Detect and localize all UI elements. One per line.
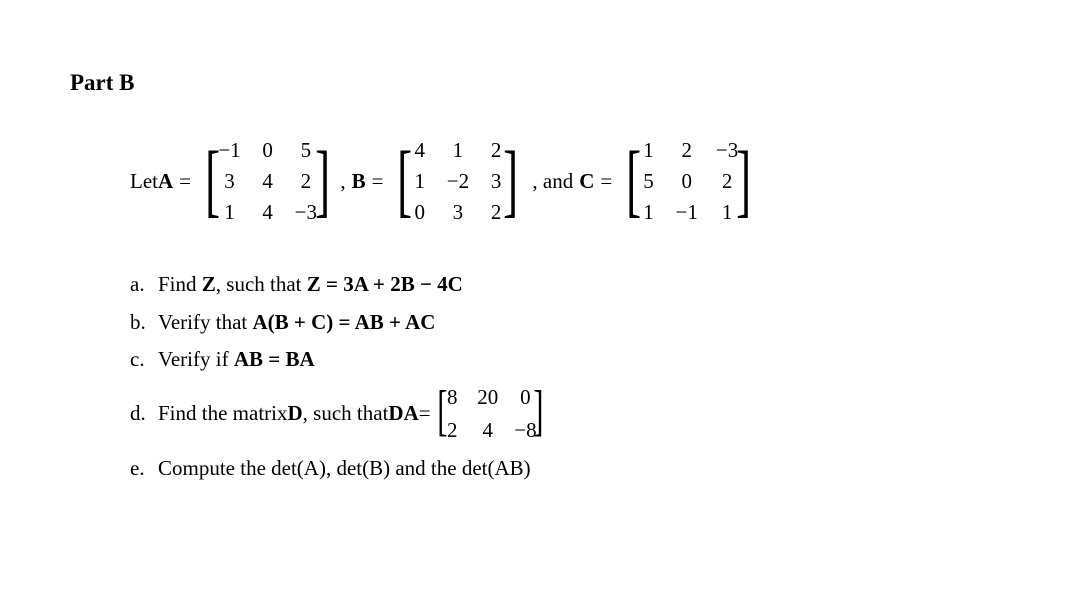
var-A: A xyxy=(158,169,173,194)
cell: 4 xyxy=(259,169,277,194)
cell: 4 xyxy=(259,200,277,225)
bracket-right-icon: ] xyxy=(315,148,330,212)
bracket-left-icon: [ xyxy=(398,148,413,212)
eq-sign: = xyxy=(419,398,431,430)
bracket-left-icon: [ xyxy=(205,148,220,212)
page: Part B Let A = [ −1 0 5 3 4 2 1 4 −3 ] ,… xyxy=(0,0,1080,484)
and-text: , and xyxy=(532,169,573,194)
cell: 5 xyxy=(295,138,317,163)
var-C: C xyxy=(579,169,594,194)
bracket-right-icon: ] xyxy=(533,390,543,434)
q-text: Compute the det(A), det(B) and the det(A… xyxy=(158,453,531,485)
var-DA: DA xyxy=(388,398,418,430)
q-label: c. xyxy=(130,344,158,376)
let-line: Let A = [ −1 0 5 3 4 2 1 4 −3 ] , B = [ … xyxy=(130,138,1020,225)
cell: −3 xyxy=(295,200,317,225)
q-label: e. xyxy=(130,453,158,485)
cell: −3 xyxy=(716,138,738,163)
cell: −1 xyxy=(676,200,698,225)
cell: 2 xyxy=(716,169,738,194)
q-text: Find xyxy=(158,272,202,296)
matrix-A: [ −1 0 5 3 4 2 1 4 −3 ] xyxy=(199,138,336,225)
let-text: Let xyxy=(130,169,158,194)
matrix-C-grid: 1 2 −3 5 0 2 1 −1 1 xyxy=(640,138,739,225)
matrix-A-grid: −1 0 5 3 4 2 1 4 −3 xyxy=(218,138,317,225)
cell: 1 xyxy=(640,138,658,163)
cell: 20 xyxy=(477,382,498,414)
cell: 1 xyxy=(447,138,469,163)
matrix-B: [ 4 1 2 1 −2 3 0 3 2 ] xyxy=(391,138,524,225)
q-eq: AB = BA xyxy=(234,347,315,371)
bracket-right-icon: ] xyxy=(503,148,518,212)
cell: 3 xyxy=(218,169,240,194)
matrix-B-grid: 4 1 2 1 −2 3 0 3 2 xyxy=(411,138,505,225)
part-title: Part B xyxy=(70,70,1020,96)
cell: 0 xyxy=(259,138,277,163)
q-label: b. xyxy=(130,307,158,339)
cell: 3 xyxy=(447,200,469,225)
cell: −1 xyxy=(218,138,240,163)
bracket-right-icon: ] xyxy=(736,148,751,212)
var-B: B xyxy=(352,169,366,194)
q-text: Find the matrix xyxy=(158,398,288,430)
question-c: c. Verify if AB = BA xyxy=(130,344,1020,376)
question-b: b. Verify that A(B + C) = AB + AC xyxy=(130,307,1020,339)
q-text: , such that xyxy=(216,272,307,296)
q-eq: A(B + C) = AB + AC xyxy=(252,310,435,334)
comma: , xyxy=(340,169,345,194)
cell: −2 xyxy=(447,169,469,194)
q-text: Verify that xyxy=(158,310,252,334)
q-label: a. xyxy=(130,269,158,301)
var-Z: Z xyxy=(202,272,216,296)
bracket-left-icon: [ xyxy=(437,390,447,434)
cell: 1 xyxy=(716,200,738,225)
cell: 0 xyxy=(411,200,429,225)
cell: 1 xyxy=(218,200,240,225)
q-text: , such that xyxy=(303,398,389,430)
questions: a. Find Z, such that Z = 3A + 2B − 4C b.… xyxy=(130,269,1020,484)
matrix-DA: [ 8 20 0 2 4 −8 ] xyxy=(433,382,548,447)
cell: 2 xyxy=(295,169,317,194)
cell: 5 xyxy=(640,169,658,194)
matrix-C: [ 1 2 −3 5 0 2 1 −1 1 ] xyxy=(620,138,757,225)
cell: 4 xyxy=(411,138,429,163)
q-eq: Z = 3A + 2B − 4C xyxy=(307,272,463,296)
eq-sign: = xyxy=(600,169,612,194)
cell: 1 xyxy=(411,169,429,194)
cell: 2 xyxy=(676,138,698,163)
question-d: d. Find the matrix D , such that DA = [ … xyxy=(130,382,1020,447)
eq-sign: = xyxy=(179,169,191,194)
question-e: e. Compute the det(A), det(B) and the de… xyxy=(130,453,1020,485)
matrix-DA-grid: 8 20 0 2 4 −8 xyxy=(443,382,536,447)
q-label: d. xyxy=(130,398,158,430)
cell: 1 xyxy=(640,200,658,225)
cell: 0 xyxy=(676,169,698,194)
eq-sign: = xyxy=(372,169,384,194)
var-D: D xyxy=(288,398,303,430)
question-a: a. Find Z, such that Z = 3A + 2B − 4C xyxy=(130,269,1020,301)
cell: 4 xyxy=(477,415,498,447)
q-text: Verify if xyxy=(158,347,234,371)
bracket-left-icon: [ xyxy=(626,148,641,212)
